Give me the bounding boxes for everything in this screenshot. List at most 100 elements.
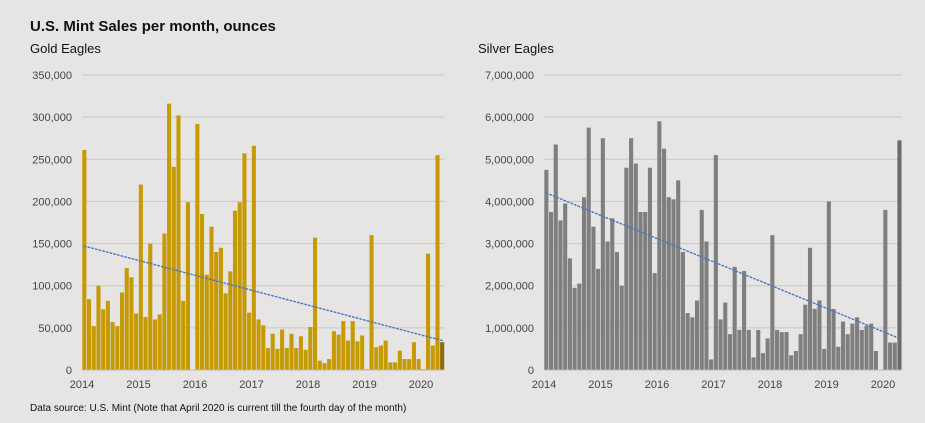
bar (784, 332, 789, 370)
bar (605, 241, 610, 370)
bar (185, 202, 190, 370)
bar (591, 226, 596, 370)
y-tick-label: 150,000 (32, 239, 72, 251)
bar (289, 333, 294, 370)
y-tick-label: 4,000,000 (485, 196, 534, 208)
y-tick-label: 300,000 (32, 112, 72, 124)
x-tick-label: 2019 (814, 379, 838, 391)
bar (322, 363, 327, 370)
bar (671, 199, 676, 370)
bar (567, 258, 572, 370)
bar (647, 167, 652, 370)
bar (350, 321, 355, 370)
chart-subtitle: Silver Eagles (478, 41, 554, 56)
bar (756, 329, 761, 370)
bar (662, 148, 667, 370)
y-tick-label: 1,000,000 (485, 323, 534, 335)
bar (440, 342, 445, 370)
bar (209, 226, 214, 370)
bar (402, 359, 407, 370)
bar (610, 218, 615, 370)
bar (200, 214, 205, 370)
bar (831, 308, 836, 370)
bar (294, 348, 299, 370)
bar (317, 360, 322, 370)
bar (666, 197, 671, 370)
bar (840, 321, 846, 370)
bar (850, 323, 855, 370)
bar (181, 300, 186, 370)
bar (176, 115, 181, 370)
bar (685, 313, 690, 370)
bar (167, 103, 172, 371)
bar (138, 184, 143, 370)
bar (789, 355, 794, 370)
bar (629, 138, 634, 370)
bar (345, 340, 351, 370)
y-tick-label: 6,000,000 (485, 112, 534, 124)
bar (742, 270, 747, 370)
bar (331, 331, 336, 370)
bar (96, 285, 101, 370)
y-tick-label: 2,000,000 (485, 281, 534, 293)
bar (369, 235, 374, 370)
bar (746, 329, 751, 370)
bar (619, 285, 624, 370)
data-source-note: Data source: U.S. Mint (Note that April … (30, 403, 407, 414)
bar (411, 342, 416, 370)
x-tick-label: 2017 (701, 379, 725, 391)
x-tick-label: 2016 (183, 379, 207, 391)
bar (195, 123, 200, 370)
bar (892, 342, 897, 370)
bar (723, 302, 728, 370)
bar (586, 127, 591, 370)
bar (119, 292, 125, 370)
bar (553, 144, 558, 370)
bar (223, 293, 228, 370)
y-tick-label: 5,000,000 (485, 154, 534, 166)
bar (709, 359, 714, 370)
bar (563, 203, 568, 370)
bar (280, 329, 285, 370)
bar (873, 351, 878, 370)
x-tick-label: 2018 (758, 379, 782, 391)
bar (577, 283, 582, 370)
x-tick-label: 2015 (588, 379, 612, 391)
bar (737, 329, 742, 370)
bar (690, 317, 695, 370)
bar (864, 325, 869, 370)
bar (680, 252, 685, 370)
bar (237, 202, 242, 370)
bar (732, 266, 737, 370)
bar (883, 209, 888, 370)
bar (242, 153, 247, 370)
bar (775, 329, 780, 370)
bar (270, 333, 275, 370)
bar (855, 317, 860, 370)
bar (699, 209, 704, 370)
bar (87, 299, 92, 370)
bar (251, 145, 256, 370)
bar (435, 155, 440, 370)
bar (148, 243, 153, 370)
x-tick-label: 2020 (409, 379, 433, 391)
bar (129, 277, 134, 370)
bar (374, 347, 379, 370)
bar (388, 362, 393, 370)
bar (336, 334, 341, 370)
bar (581, 197, 587, 370)
bar (793, 351, 798, 370)
x-tick-label: 2020 (871, 379, 895, 391)
y-tick-label: 0 (528, 365, 534, 377)
bar (256, 319, 261, 370)
bar (798, 334, 803, 370)
y-tick-label: 350,000 (32, 70, 72, 82)
bar (232, 210, 238, 370)
bar (633, 163, 638, 370)
bar (327, 359, 332, 370)
bar (596, 268, 601, 370)
bar (303, 349, 308, 370)
bar (614, 252, 620, 370)
bar (676, 180, 681, 370)
